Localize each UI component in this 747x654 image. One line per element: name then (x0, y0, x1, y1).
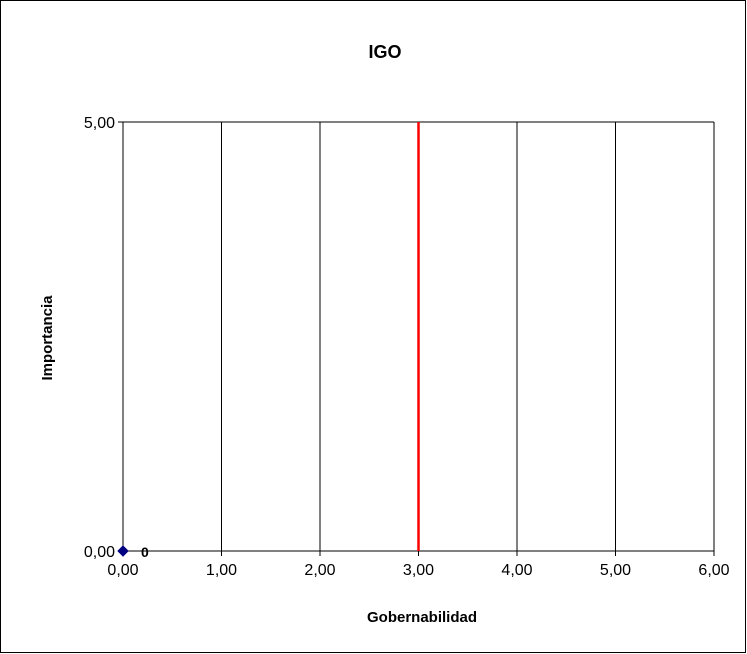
x-tick-label: 0,00 (107, 562, 138, 579)
data-point-label: 0 (141, 544, 149, 560)
data-point-diamond (117, 545, 129, 557)
x-tick-label: 5,00 (600, 562, 631, 579)
x-tick-label: 6,00 (698, 562, 729, 579)
y-tick-label: 5,00 (84, 115, 115, 132)
plot-area: 0,00 5,00 0,00 1,00 2,00 3,00 4,00 5,00 6,00 0 (84, 115, 730, 579)
chart-title: IGO (368, 42, 401, 62)
x-tick-label: 2,00 (304, 562, 335, 579)
x-tick-label: 4,00 (501, 562, 532, 579)
x-tick-label: 1,00 (206, 562, 237, 579)
y-axis-title: Importancia (39, 295, 56, 381)
x-axis-title: Gobernabilidad (367, 609, 477, 626)
x-tick-label: 3,00 (403, 562, 434, 579)
y-tick-label: 0,00 (84, 544, 115, 561)
